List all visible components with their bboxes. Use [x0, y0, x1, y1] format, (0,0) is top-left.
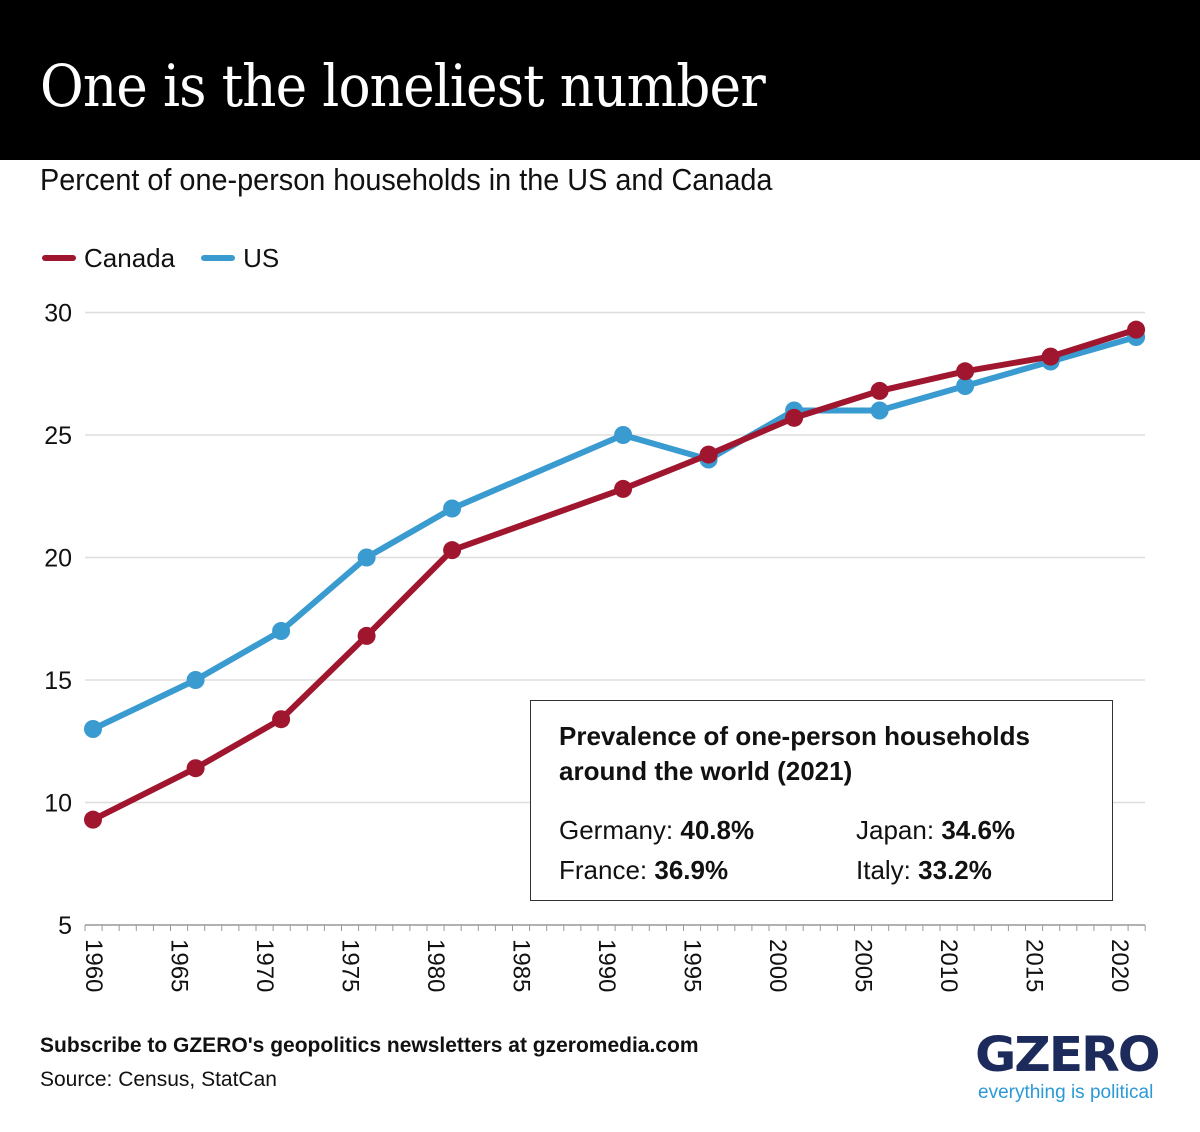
legend-item-canada: Canada [42, 243, 175, 274]
point-us-1976 [357, 548, 376, 567]
chart-subtitle: Percent of one-person households in the … [40, 162, 773, 197]
y-tick-label: 25 [44, 422, 72, 450]
legend: Canada US [42, 243, 305, 273]
x-tick-label: 2010 [935, 939, 962, 992]
x-tick-label: 1985 [508, 939, 535, 992]
line-canada [90, 326, 1140, 823]
legend-swatch-us [201, 255, 236, 261]
country-value: 33.2% [918, 855, 992, 885]
x-axis: 1960 1965 1970 1975 1980 1985 1990 1995 2000 2005… [80, 924, 1146, 992]
legend-item-us: US [201, 243, 279, 274]
point-us-1971 [272, 622, 291, 640]
info-item-france: France: 36.9% [559, 855, 728, 886]
source-note: Source: Census, StatCan [40, 1068, 277, 1091]
point-canada-2011 [956, 362, 975, 381]
country-label: Japan: [856, 815, 935, 845]
point-us-2006 [870, 401, 889, 420]
info-item-japan: Japan: 34.6% [856, 815, 1015, 846]
point-us-1991 [614, 426, 633, 444]
point-canada-2016 [1041, 347, 1060, 366]
series-canada [84, 320, 1146, 829]
point-us-1981 [443, 499, 462, 518]
gzero-logo: GZERO [975, 1027, 1161, 1083]
point-canada-1966 [186, 759, 205, 778]
point-canada-2021 [1127, 320, 1146, 339]
country-value: 40.8% [680, 815, 755, 845]
y-tick-label: 30 [44, 300, 72, 328]
gzero-tagline: everything is political [978, 1082, 1154, 1103]
series-us [84, 328, 1146, 738]
info-box-title: Prevalence of one-person households arou… [559, 721, 1030, 786]
series-layer [84, 320, 1146, 829]
line-chart: 5 10 15 20 25 30 1960 1965 1970 1975 1980 1985 1990… [44, 300, 1146, 992]
country-label: France: [559, 855, 648, 885]
header-banner: One is the loneliest number [0, 0, 1200, 160]
country-label: Italy: [856, 855, 911, 885]
point-canada-1991 [614, 479, 633, 498]
x-tick-label: 2015 [1021, 939, 1048, 992]
country-value: 34.6% [941, 815, 1016, 845]
x-tick-label: 1965 [166, 939, 193, 992]
legend-label-canada: Canada [84, 242, 176, 273]
x-tick-label: 1990 [593, 939, 620, 992]
country-value: 36.9% [654, 855, 729, 885]
legend-label-us: US [243, 242, 280, 273]
info-item-italy: Italy: 33.2% [856, 855, 992, 886]
y-axis-labels: 5 10 15 20 25 30 [44, 300, 72, 941]
point-canada-1960 [84, 810, 102, 829]
x-tick-label: 1975 [337, 939, 364, 992]
chart-title: One is the loneliest number [40, 52, 766, 120]
info-item-germany: Germany: 40.8% [559, 815, 754, 846]
newsletter-cta: Subscribe to GZERO's geopolitics newslet… [40, 1034, 699, 1057]
y-tick-label: 10 [44, 790, 72, 818]
world-prevalence-box: Prevalence of one-person households arou… [530, 700, 1113, 901]
point-canada-2006 [870, 381, 889, 400]
x-tick-label: 2005 [850, 939, 877, 992]
x-tick-label: 1980 [422, 939, 449, 992]
x-tick-label: 2020 [1106, 939, 1133, 992]
point-us-1960 [84, 720, 102, 738]
legend-swatch-canada [42, 255, 76, 261]
line-us [90, 334, 1140, 732]
x-tick-label: 2000 [764, 939, 791, 992]
point-canada-1981 [443, 541, 462, 560]
country-label: Germany: [559, 815, 674, 845]
point-canada-1971 [272, 710, 291, 729]
x-tick-label: 1995 [679, 939, 706, 992]
y-tick-label: 5 [58, 912, 72, 940]
point-canada-1996 [699, 445, 718, 464]
y-tick-label: 20 [44, 545, 72, 573]
point-canada-1976 [357, 626, 376, 645]
y-tick-label: 15 [44, 667, 72, 695]
point-canada-2001 [785, 408, 804, 427]
x-tick-label: 1970 [251, 939, 278, 992]
point-us-2011 [956, 377, 975, 395]
x-tick-label: 1960 [80, 939, 107, 992]
point-us-1966 [186, 671, 205, 689]
